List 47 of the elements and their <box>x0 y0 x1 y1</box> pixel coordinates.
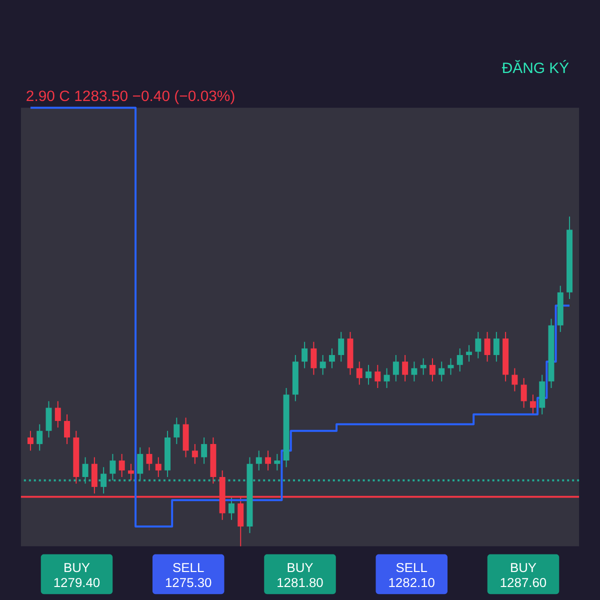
text: SELL 1282.10 <box>388 560 436 590</box>
text: SELL 1275.30 <box>164 560 212 590</box>
candlestick <box>310 341 317 376</box>
candlestick <box>27 430 34 452</box>
text: BUY 1281.80 <box>276 560 324 590</box>
candlestick <box>320 354 326 376</box>
candlestick <box>302 341 308 369</box>
candlestick <box>366 364 372 386</box>
candlestick <box>274 453 280 471</box>
candlestick <box>484 331 490 362</box>
candlestick <box>146 446 152 471</box>
candlestick <box>36 424 43 452</box>
candlestick <box>384 368 390 388</box>
candlestick <box>91 456 98 494</box>
candlestick <box>420 358 426 376</box>
candlestick <box>128 463 134 481</box>
candlestick <box>46 400 52 438</box>
text: ĐĂNG KÝ <box>502 60 570 77</box>
candlestick <box>338 331 344 362</box>
candlestick <box>54 400 61 428</box>
candlestick <box>155 456 162 478</box>
candlestick <box>466 344 472 362</box>
candlestick <box>429 358 436 382</box>
candlestick <box>201 436 208 464</box>
candlestick <box>118 453 125 478</box>
candlestick <box>512 368 518 392</box>
candlestick <box>530 394 536 415</box>
candlestick <box>392 354 399 382</box>
candlestick <box>438 361 445 382</box>
candlestick <box>475 331 482 359</box>
candlestick <box>64 414 70 445</box>
text: BUY 1287.60 <box>500 560 547 590</box>
candlestick <box>520 378 527 408</box>
text: BUY 1279.40 <box>53 560 100 590</box>
candlestick <box>356 361 362 386</box>
candlestick <box>328 348 335 369</box>
candlestick <box>192 444 198 464</box>
candlestick <box>256 450 262 471</box>
text: 2.90 C 1283.50 −0.40 (−0.03%) <box>26 88 236 105</box>
candlestick <box>228 496 234 520</box>
candlestick <box>174 417 180 445</box>
candlestick <box>493 331 500 362</box>
candlestick <box>402 354 408 382</box>
candlestick <box>456 348 463 372</box>
candlestick <box>374 364 381 388</box>
candlestick <box>411 361 418 382</box>
candlestick <box>265 450 272 471</box>
